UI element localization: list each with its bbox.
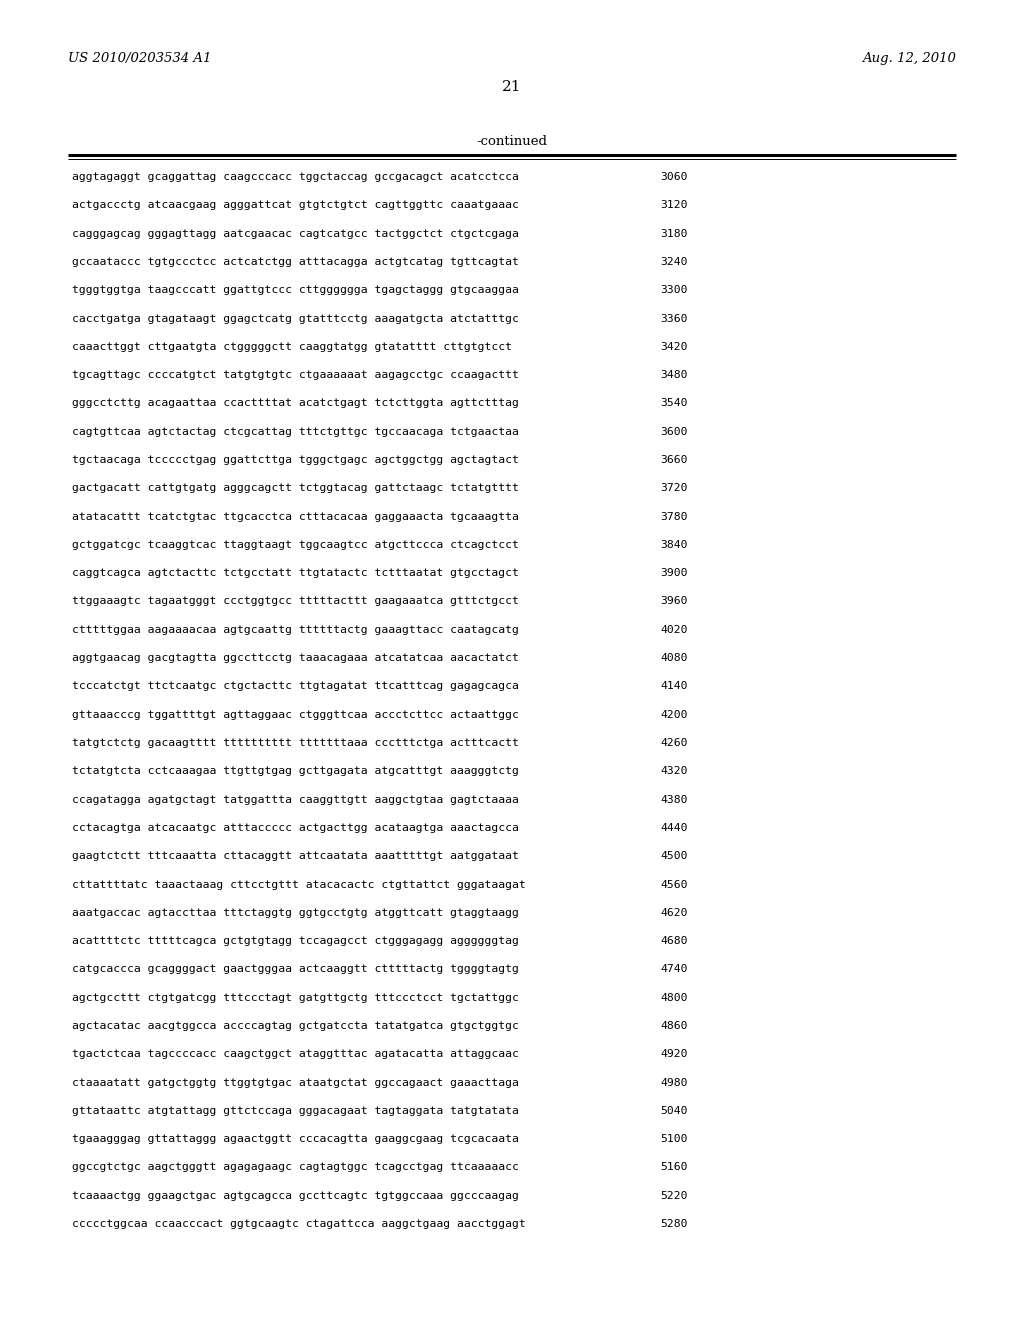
Text: tgactctcaa tagccccacc caagctggct ataggtttac agatacatta attaggcaac: tgactctcaa tagccccacc caagctggct ataggtt… bbox=[72, 1049, 519, 1059]
Text: aggtagaggt gcaggattag caagcccacc tggctaccag gccgacagct acatcctcca: aggtagaggt gcaggattag caagcccacc tggctac… bbox=[72, 172, 519, 182]
Text: cagggagcag gggagttagg aatcgaacac cagtcatgcc tactggctct ctgctcgaga: cagggagcag gggagttagg aatcgaacac cagtcat… bbox=[72, 228, 519, 239]
Text: 3360: 3360 bbox=[660, 314, 687, 323]
Text: 3600: 3600 bbox=[660, 426, 687, 437]
Text: 3720: 3720 bbox=[660, 483, 687, 494]
Text: cagtgttcaa agtctactag ctcgcattag tttctgttgc tgccaacaga tctgaactaa: cagtgttcaa agtctactag ctcgcattag tttctgt… bbox=[72, 426, 519, 437]
Text: gaagtctctt tttcaaatta cttacaggtt attcaatata aaatttttgt aatggataat: gaagtctctt tttcaaatta cttacaggtt attcaat… bbox=[72, 851, 519, 861]
Text: gggcctcttg acagaattaa ccacttttat acatctgagt tctcttggta agttctttag: gggcctcttg acagaattaa ccacttttat acatctg… bbox=[72, 399, 519, 408]
Text: gttaaacccg tggattttgt agttaggaac ctgggttcaa accctcttcc actaattggc: gttaaacccg tggattttgt agttaggaac ctgggtt… bbox=[72, 710, 519, 719]
Text: 4560: 4560 bbox=[660, 879, 687, 890]
Text: 3960: 3960 bbox=[660, 597, 687, 606]
Text: 4920: 4920 bbox=[660, 1049, 687, 1059]
Text: catgcaccca gcaggggact gaactgggaa actcaaggtt ctttttactg tggggtagtg: catgcaccca gcaggggact gaactgggaa actcaag… bbox=[72, 965, 519, 974]
Text: ctaaaatatt gatgctggtg ttggtgtgac ataatgctat ggccagaact gaaacttaga: ctaaaatatt gatgctggtg ttggtgtgac ataatgc… bbox=[72, 1077, 519, 1088]
Text: 5280: 5280 bbox=[660, 1220, 687, 1229]
Text: US 2010/0203534 A1: US 2010/0203534 A1 bbox=[68, 51, 211, 65]
Text: tgctaacaga tccccctgag ggattcttga tgggctgagc agctggctgg agctagtact: tgctaacaga tccccctgag ggattcttga tgggctg… bbox=[72, 455, 519, 465]
Text: 4020: 4020 bbox=[660, 624, 687, 635]
Text: aggtgaacag gacgtagtta ggccttcctg taaacagaaa atcatatcaa aacactatct: aggtgaacag gacgtagtta ggccttcctg taaacag… bbox=[72, 653, 519, 663]
Text: 3120: 3120 bbox=[660, 201, 687, 210]
Text: gctggatcgc tcaaggtcac ttaggtaagt tggcaagtcc atgcttccca ctcagctcct: gctggatcgc tcaaggtcac ttaggtaagt tggcaag… bbox=[72, 540, 519, 550]
Text: 5100: 5100 bbox=[660, 1134, 687, 1144]
Text: acattttctc tttttcagca gctgtgtagg tccagagcct ctgggagagg aggggggtag: acattttctc tttttcagca gctgtgtagg tccagag… bbox=[72, 936, 519, 946]
Text: 3420: 3420 bbox=[660, 342, 687, 352]
Text: 4860: 4860 bbox=[660, 1020, 687, 1031]
Text: Aug. 12, 2010: Aug. 12, 2010 bbox=[862, 51, 956, 65]
Text: 4500: 4500 bbox=[660, 851, 687, 861]
Text: 4440: 4440 bbox=[660, 822, 687, 833]
Text: 3540: 3540 bbox=[660, 399, 687, 408]
Text: gttataattc atgtattagg gttctccaga gggacagaat tagtaggata tatgtatata: gttataattc atgtattagg gttctccaga gggacag… bbox=[72, 1106, 519, 1115]
Text: cttattttatc taaactaaag cttcctgttt atacacactc ctgttattct gggataagat: cttattttatc taaactaaag cttcctgttt atacac… bbox=[72, 879, 525, 890]
Text: 5160: 5160 bbox=[660, 1163, 687, 1172]
Text: 4980: 4980 bbox=[660, 1077, 687, 1088]
Text: caggtcagca agtctacttc tctgcctatt ttgtatactc tctttaatat gtgcctagct: caggtcagca agtctacttc tctgcctatt ttgtata… bbox=[72, 568, 519, 578]
Text: tcaaaactgg ggaagctgac agtgcagcca gccttcagtc tgtggccaaa ggcccaagag: tcaaaactgg ggaagctgac agtgcagcca gccttca… bbox=[72, 1191, 519, 1201]
Text: 4320: 4320 bbox=[660, 767, 687, 776]
Text: 4200: 4200 bbox=[660, 710, 687, 719]
Text: 4380: 4380 bbox=[660, 795, 687, 805]
Text: gactgacatt cattgtgatg agggcagctt tctggtacag gattctaagc tctatgtttt: gactgacatt cattgtgatg agggcagctt tctggta… bbox=[72, 483, 519, 494]
Text: 3660: 3660 bbox=[660, 455, 687, 465]
Text: tatgtctctg gacaagtttt tttttttttt tttttttaaa ccctttctga actttcactt: tatgtctctg gacaagtttt tttttttttt ttttttt… bbox=[72, 738, 519, 748]
Text: 4260: 4260 bbox=[660, 738, 687, 748]
Text: agctacatac aacgtggcca accccagtag gctgatccta tatatgatca gtgctggtgc: agctacatac aacgtggcca accccagtag gctgatc… bbox=[72, 1020, 519, 1031]
Text: tctatgtcta cctcaaagaa ttgttgtgag gcttgagata atgcatttgt aaagggtctg: tctatgtcta cctcaaagaa ttgttgtgag gcttgag… bbox=[72, 767, 519, 776]
Text: 3300: 3300 bbox=[660, 285, 687, 296]
Text: ggccgtctgc aagctgggtt agagagaagc cagtagtggc tcagcctgag ttcaaaaacc: ggccgtctgc aagctgggtt agagagaagc cagtagt… bbox=[72, 1163, 519, 1172]
Text: ctttttggaa aagaaaacaa agtgcaattg ttttttactg gaaagttacc caatagcatg: ctttttggaa aagaaaacaa agtgcaattg tttttta… bbox=[72, 624, 519, 635]
Text: 3780: 3780 bbox=[660, 512, 687, 521]
Text: 4080: 4080 bbox=[660, 653, 687, 663]
Text: 4800: 4800 bbox=[660, 993, 687, 1003]
Text: gccaataccc tgtgccctcc actcatctgg atttacagga actgtcatag tgttcagtat: gccaataccc tgtgccctcc actcatctgg atttaca… bbox=[72, 257, 519, 267]
Text: aaatgaccac agtaccttaa tttctaggtg ggtgcctgtg atggttcatt gtaggtaagg: aaatgaccac agtaccttaa tttctaggtg ggtgcct… bbox=[72, 908, 519, 917]
Text: 5220: 5220 bbox=[660, 1191, 687, 1201]
Text: 3060: 3060 bbox=[660, 172, 687, 182]
Text: 21: 21 bbox=[502, 81, 522, 94]
Text: caaacttggt cttgaatgta ctgggggctt caaggtatgg gtatatttt cttgtgtcct: caaacttggt cttgaatgta ctgggggctt caaggta… bbox=[72, 342, 512, 352]
Text: 4680: 4680 bbox=[660, 936, 687, 946]
Text: agctgccttt ctgtgatcgg tttccctagt gatgttgctg tttccctcct tgctattggc: agctgccttt ctgtgatcgg tttccctagt gatgttg… bbox=[72, 993, 519, 1003]
Text: 4140: 4140 bbox=[660, 681, 687, 692]
Text: ttggaaagtc tagaatgggt ccctggtgcc tttttacttt gaagaaatca gtttctgcct: ttggaaagtc tagaatgggt ccctggtgcc tttttac… bbox=[72, 597, 519, 606]
Text: 4740: 4740 bbox=[660, 965, 687, 974]
Text: 4620: 4620 bbox=[660, 908, 687, 917]
Text: tgaaagggag gttattaggg agaactggtt cccacagtta gaaggcgaag tcgcacaata: tgaaagggag gttattaggg agaactggtt cccacag… bbox=[72, 1134, 519, 1144]
Text: tcccatctgt ttctcaatgc ctgctacttc ttgtagatat ttcatttcag gagagcagca: tcccatctgt ttctcaatgc ctgctacttc ttgtaga… bbox=[72, 681, 519, 692]
Text: 3840: 3840 bbox=[660, 540, 687, 550]
Text: 3480: 3480 bbox=[660, 370, 687, 380]
Text: cacctgatga gtagataagt ggagctcatg gtatttcctg aaagatgcta atctatttgc: cacctgatga gtagataagt ggagctcatg gtatttc… bbox=[72, 314, 519, 323]
Text: tgcagttagc ccccatgtct tatgtgtgtc ctgaaaaaat aagagcctgc ccaagacttt: tgcagttagc ccccatgtct tatgtgtgtc ctgaaaa… bbox=[72, 370, 519, 380]
Text: ccagatagga agatgctagt tatggattta caaggttgtt aaggctgtaa gagtctaaaa: ccagatagga agatgctagt tatggattta caaggtt… bbox=[72, 795, 519, 805]
Text: atatacattt tcatctgtac ttgcacctca ctttacacaa gaggaaacta tgcaaagtta: atatacattt tcatctgtac ttgcacctca ctttaca… bbox=[72, 512, 519, 521]
Text: tgggtggtga taagcccatt ggattgtccc cttgggggga tgagctaggg gtgcaaggaa: tgggtggtga taagcccatt ggattgtccc cttgggg… bbox=[72, 285, 519, 296]
Text: ccccctggcaa ccaacccact ggtgcaagtc ctagattcca aaggctgaag aacctggagt: ccccctggcaa ccaacccact ggtgcaagtc ctagat… bbox=[72, 1220, 525, 1229]
Text: -continued: -continued bbox=[476, 135, 548, 148]
Text: 3900: 3900 bbox=[660, 568, 687, 578]
Text: 3240: 3240 bbox=[660, 257, 687, 267]
Text: actgaccctg atcaacgaag agggattcat gtgtctgtct cagttggttc caaatgaaac: actgaccctg atcaacgaag agggattcat gtgtctg… bbox=[72, 201, 519, 210]
Text: cctacagtga atcacaatgc atttaccccc actgacttgg acataagtga aaactagcca: cctacagtga atcacaatgc atttaccccc actgact… bbox=[72, 822, 519, 833]
Text: 5040: 5040 bbox=[660, 1106, 687, 1115]
Text: 3180: 3180 bbox=[660, 228, 687, 239]
